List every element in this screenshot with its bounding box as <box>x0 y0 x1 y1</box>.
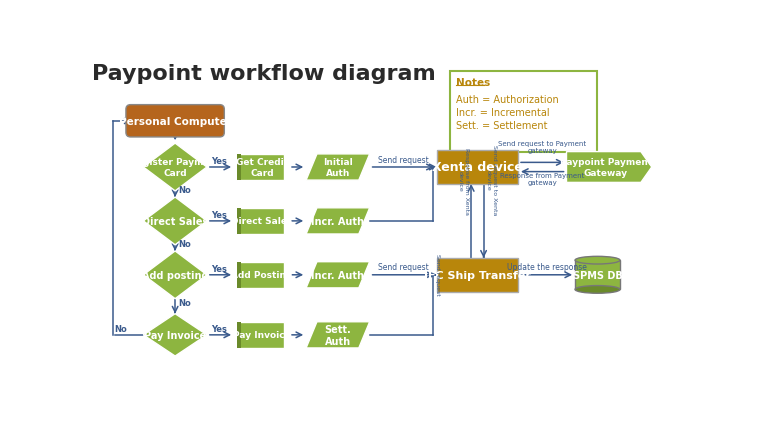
Bar <box>451 71 597 152</box>
Text: Sett. = Settlement: Sett. = Settlement <box>456 121 548 131</box>
Text: Pay Invoice: Pay Invoice <box>144 330 206 340</box>
Polygon shape <box>144 252 207 299</box>
Text: Incr. = Incremental: Incr. = Incremental <box>456 108 550 118</box>
Ellipse shape <box>575 286 620 294</box>
Polygon shape <box>306 154 369 181</box>
Text: No: No <box>178 186 191 195</box>
Text: No: No <box>115 324 127 333</box>
Text: SPMS DB: SPMS DB <box>572 270 622 280</box>
FancyBboxPatch shape <box>437 150 518 184</box>
Text: Direct Sales: Direct Sales <box>231 217 293 226</box>
Text: Yes: Yes <box>212 157 227 166</box>
Text: IFC Ship Transfer: IFC Ship Transfer <box>424 270 531 280</box>
Text: Add posting: Add posting <box>142 270 209 280</box>
Text: No: No <box>178 240 191 249</box>
Text: Incr. Auth: Incr. Auth <box>312 216 365 226</box>
Text: Update the response: Update the response <box>507 263 587 272</box>
Text: Paypoint workflow diagram: Paypoint workflow diagram <box>92 64 436 84</box>
Bar <box>237 154 284 181</box>
Bar <box>237 208 241 234</box>
Polygon shape <box>144 314 207 356</box>
Polygon shape <box>306 262 369 288</box>
FancyBboxPatch shape <box>126 105 224 138</box>
Text: Get Credit
Card: Get Credit Card <box>236 158 288 177</box>
Text: Send request: Send request <box>378 155 429 164</box>
Text: Auth = Authorization: Auth = Authorization <box>456 95 559 104</box>
Text: Sett.
Auth: Sett. Auth <box>324 324 351 346</box>
FancyBboxPatch shape <box>437 258 518 292</box>
Bar <box>575 261 620 290</box>
Polygon shape <box>566 152 652 183</box>
Polygon shape <box>144 197 207 245</box>
Text: Yes: Yes <box>212 324 227 333</box>
Text: Add Posting: Add Posting <box>231 270 293 280</box>
Text: Incr. Auth: Incr. Auth <box>312 270 365 280</box>
Text: Yes: Yes <box>212 264 227 273</box>
Text: Notes: Notes <box>456 78 490 88</box>
Bar <box>237 322 241 348</box>
Bar <box>237 208 284 234</box>
Text: Send request: Send request <box>378 263 429 272</box>
Text: Send request to Payment
gateway: Send request to Payment gateway <box>498 140 587 153</box>
Text: Direct Sales: Direct Sales <box>142 216 209 226</box>
Polygon shape <box>144 144 207 191</box>
Text: Response from Xenta
device: Response from Xenta device <box>458 148 469 215</box>
Polygon shape <box>306 208 369 234</box>
Text: Xenta device: Xenta device <box>432 161 522 174</box>
Text: Paypoint Payment
Gateway: Paypoint Payment Gateway <box>560 158 652 177</box>
Text: Register Payment
Card: Register Payment Card <box>130 158 220 177</box>
Bar <box>237 262 241 288</box>
Text: Send request to Xenta
device: Send request to Xenta device <box>486 144 497 215</box>
Bar <box>237 322 284 348</box>
Text: Personal Computer: Personal Computer <box>119 117 231 126</box>
Ellipse shape <box>575 257 620 264</box>
Text: No: No <box>178 298 191 307</box>
Text: Send request: Send request <box>435 253 440 295</box>
Text: Pay Invoice: Pay Invoice <box>233 331 291 340</box>
Text: Yes: Yes <box>212 211 227 220</box>
Bar <box>237 154 241 181</box>
Polygon shape <box>306 322 369 348</box>
Bar <box>237 262 284 288</box>
Text: Response from Payment
gateway: Response from Payment gateway <box>500 172 584 185</box>
Text: Initial
Auth: Initial Auth <box>323 158 353 177</box>
